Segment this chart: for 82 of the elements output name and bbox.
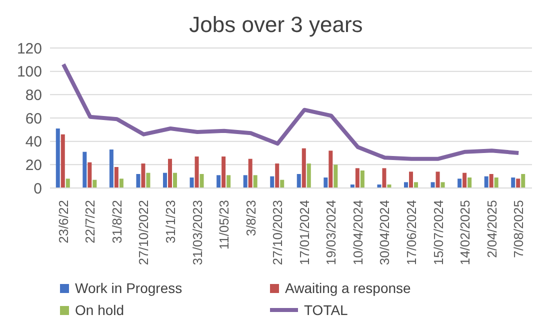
bar [253, 175, 258, 188]
bar [440, 182, 445, 188]
x-tick-label: 11/05/23 [216, 200, 232, 250]
legend-label: Work in Progress [75, 280, 182, 296]
bar [489, 174, 494, 188]
x-tick-label: 2/04/2025 [484, 200, 500, 258]
bar [226, 175, 231, 188]
y-tick-label: 60 [25, 110, 42, 128]
bar [248, 158, 252, 188]
bar [222, 156, 226, 188]
x-tick-label: 15/07/2024 [430, 200, 446, 266]
bar [173, 172, 177, 188]
bar [302, 148, 306, 188]
line-series [61, 62, 521, 161]
bar [382, 168, 386, 188]
bar [414, 182, 418, 188]
bar [92, 180, 97, 188]
bar [516, 178, 520, 188]
bar [136, 174, 140, 188]
bar [114, 167, 118, 188]
bar [360, 170, 364, 188]
y-tick-label: 40 [25, 134, 42, 151]
bar [200, 174, 204, 188]
x-tick-label: 31/03/2023 [190, 200, 205, 266]
x-tick-label: 3/8/23 [243, 200, 258, 236]
legend-label: TOTAL [304, 302, 348, 318]
y-tick-label: 100 [16, 64, 42, 81]
x-tick-label: 17/01/2024 [296, 200, 312, 266]
bar [146, 172, 150, 188]
bar [296, 174, 301, 188]
x-tick-label: 31/1/23 [163, 200, 178, 244]
bar [280, 180, 284, 188]
bar [60, 134, 65, 188]
bar [88, 162, 92, 188]
bar [409, 172, 413, 188]
bar [243, 175, 248, 188]
x-tick-label: 27/10/2022 [136, 200, 152, 266]
x-tick-label: 10/04/2024 [350, 200, 366, 266]
bar [216, 175, 221, 188]
bar [82, 152, 87, 188]
x-tick-label: 22/7/22 [82, 200, 98, 244]
y-tick-label: 80 [25, 86, 42, 104]
bar [119, 178, 124, 188]
bar [430, 182, 435, 188]
bar [141, 164, 146, 188]
bar [109, 150, 114, 188]
bar [511, 178, 516, 188]
bar [328, 150, 333, 188]
x-tick-label: 23/6/22 [56, 200, 71, 244]
y-tick-label: 20 [25, 156, 42, 174]
bar [56, 128, 60, 188]
bar [194, 156, 199, 188]
bar [436, 172, 440, 188]
bar [163, 172, 167, 188]
bar [306, 164, 311, 188]
chart-title: Jobs over 3 years [188, 11, 364, 39]
bar [521, 174, 526, 188]
y-tick-label: 120 [16, 40, 42, 58]
y-tick-label: 0 [34, 180, 42, 198]
bar [458, 178, 462, 188]
x-tick-label: 31/8/22 [109, 200, 124, 244]
legend-label: On hold [75, 302, 124, 318]
bar [190, 178, 194, 188]
bar [494, 178, 498, 188]
bar [275, 164, 280, 188]
x-tick-label: 30/04/2024 [377, 200, 392, 266]
bar [324, 178, 328, 188]
bar [270, 176, 274, 188]
bar [462, 172, 467, 188]
bar [334, 164, 338, 188]
bar [404, 182, 408, 188]
x-tick-label: 27/10/2023 [270, 200, 286, 266]
x-tick-label: 7/08/2025 [511, 200, 526, 258]
bar [484, 176, 488, 188]
x-tick-label: 14/02/2025 [458, 200, 473, 266]
bar [66, 178, 70, 188]
bar [468, 178, 472, 188]
bar [168, 158, 172, 188]
x-tick-label: 17/06/2024 [404, 200, 419, 266]
x-tick-label: 19/03/2024 [324, 200, 339, 266]
legend-label: Awaiting a response [285, 280, 411, 296]
bar [355, 168, 360, 188]
